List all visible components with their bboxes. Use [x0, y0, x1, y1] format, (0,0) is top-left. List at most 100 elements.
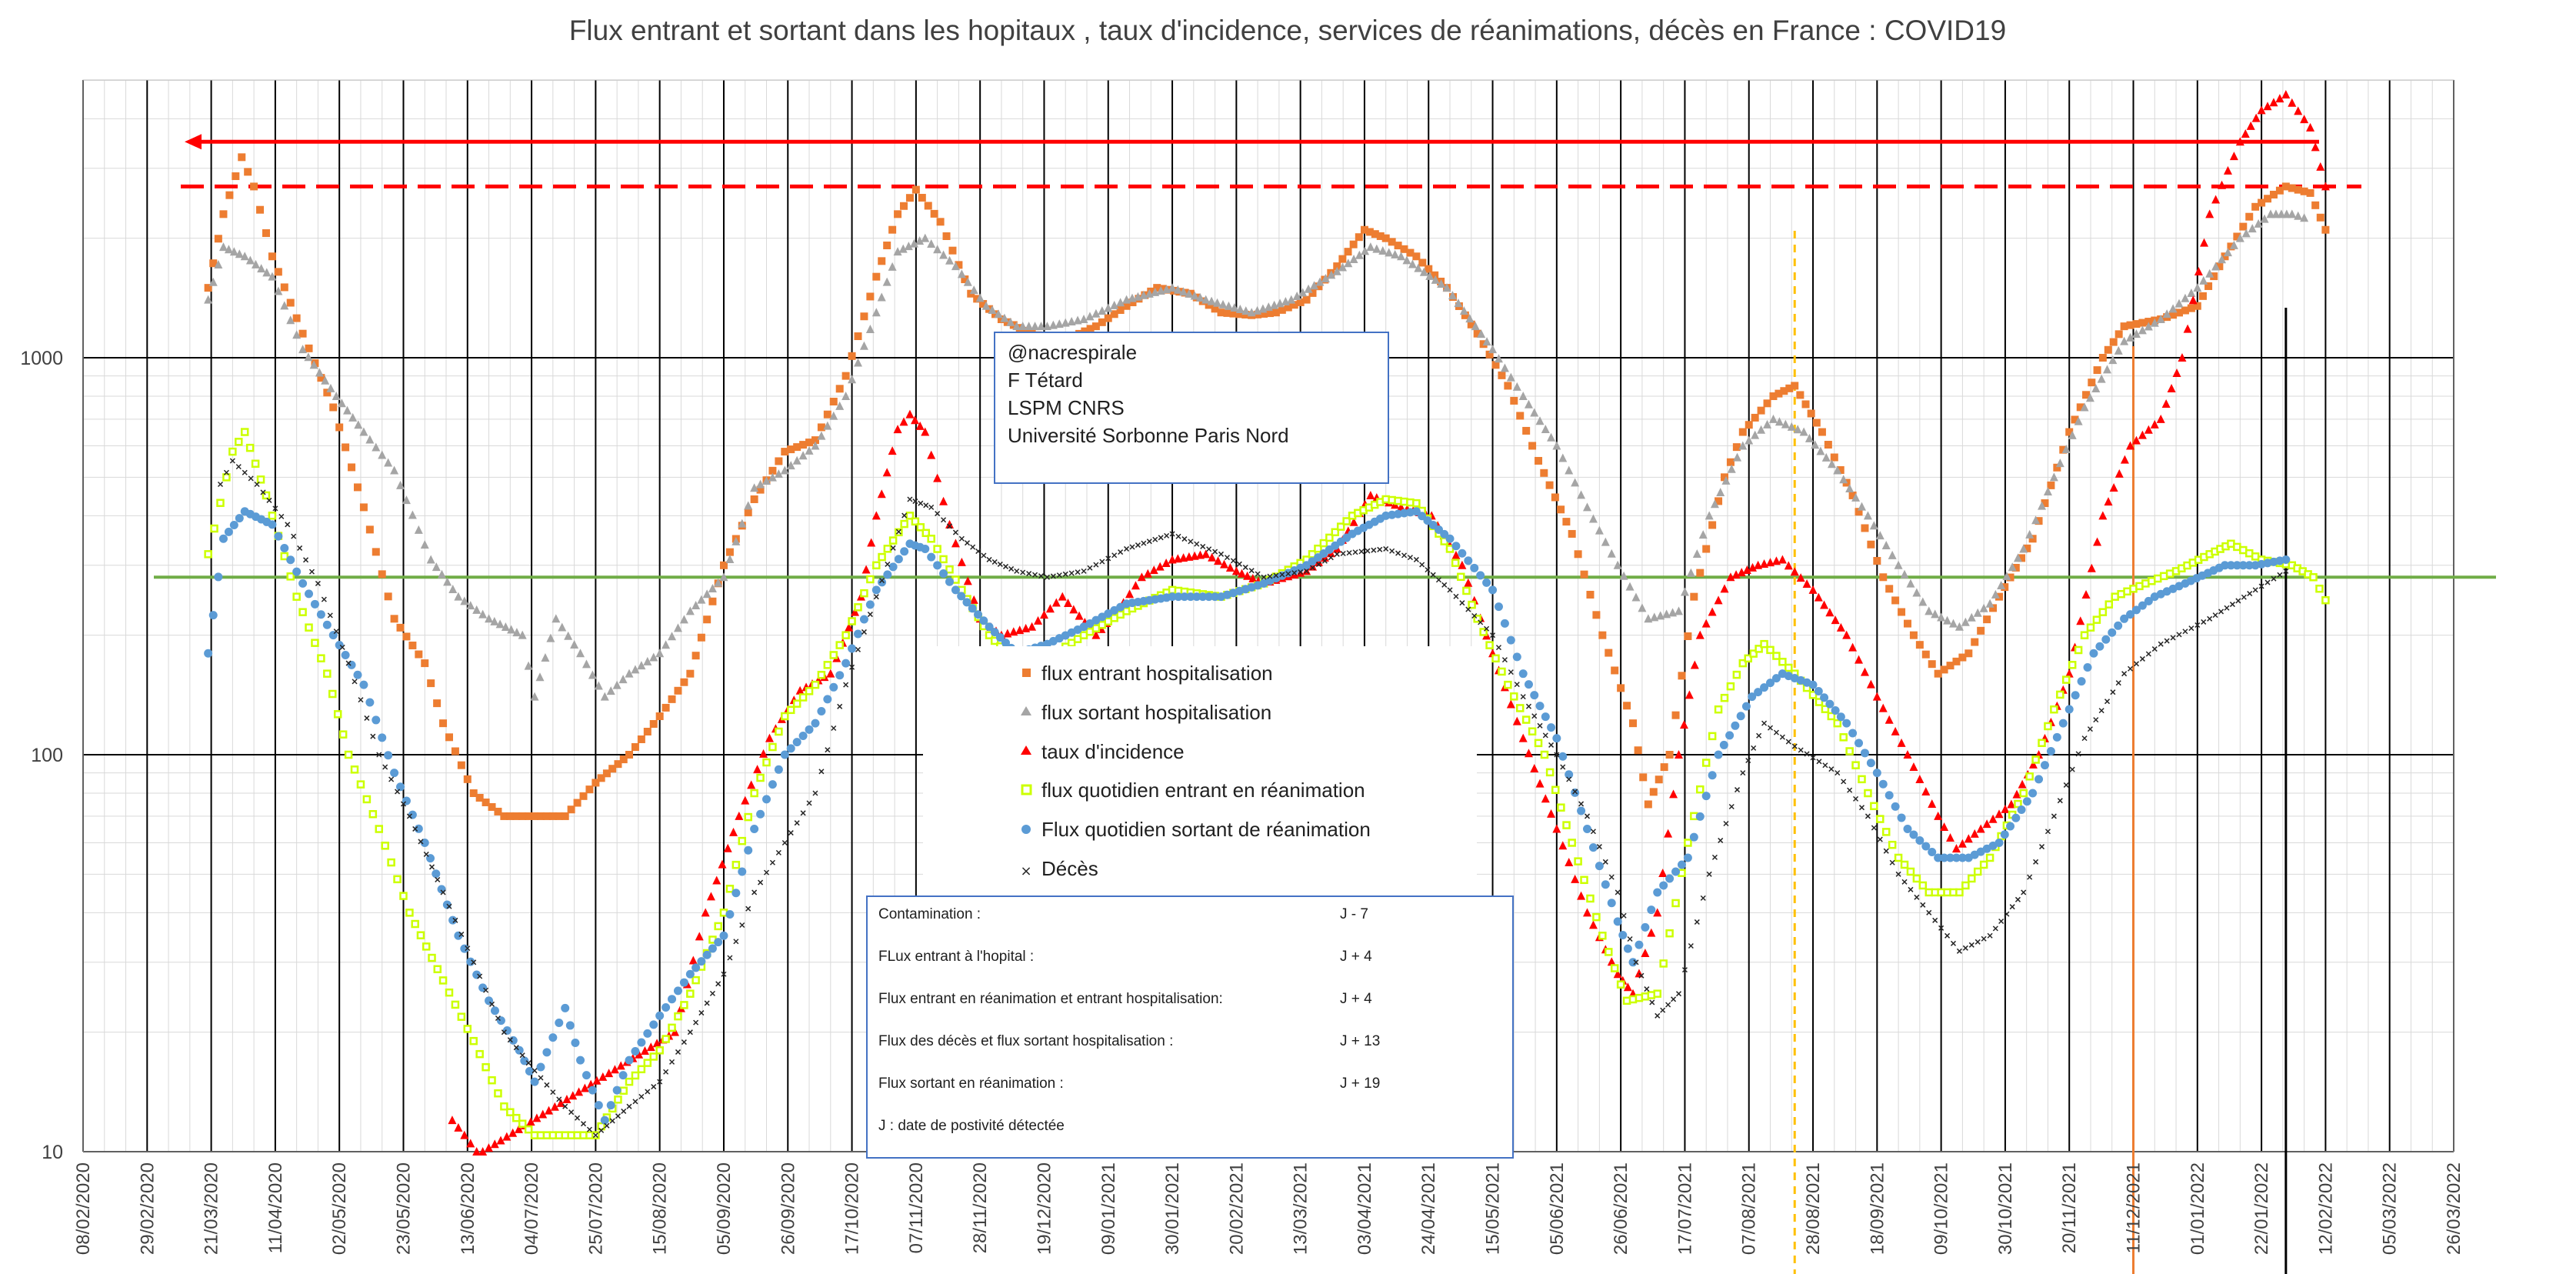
data-point [1877, 836, 1883, 842]
data-point [2083, 662, 2092, 672]
data-point [414, 525, 423, 534]
data-point [787, 445, 795, 454]
delay-label: Flux des décès et flux sortant hospitali… [878, 1033, 1173, 1049]
data-point [1062, 571, 1068, 577]
data-point [1956, 948, 1962, 954]
x-tick-label: 05/06/2021 [1547, 1162, 1568, 1255]
data-point [995, 633, 1005, 642]
x-tick-label: 25/07/2020 [585, 1162, 606, 1255]
data-point [1308, 562, 1318, 571]
data-point [1925, 606, 1934, 615]
x-tick-label: 24/04/2021 [1418, 1162, 1439, 1255]
data-point [248, 475, 254, 482]
data-point [1242, 564, 1248, 570]
data-point [1518, 669, 1528, 679]
data-point [781, 448, 789, 456]
data-point [1615, 889, 1621, 895]
data-point [2018, 779, 2027, 789]
data-point [1349, 240, 1358, 248]
data-point [576, 1056, 585, 1065]
data-point [242, 469, 248, 475]
data-point [744, 812, 752, 822]
data-point [1664, 829, 1673, 838]
data-point [1552, 734, 1561, 743]
data-point [488, 802, 496, 811]
data-point [1690, 660, 1699, 669]
series-group [217, 458, 2289, 1139]
data-point [933, 561, 942, 570]
data-point [2181, 293, 2190, 302]
data-point [1848, 491, 1857, 499]
data-point [1765, 558, 1775, 567]
data-point [579, 792, 588, 800]
data-point [384, 458, 393, 467]
data-point [1669, 789, 1678, 799]
data-point [646, 1042, 655, 1052]
data-point [811, 680, 820, 689]
data-point [625, 669, 634, 678]
data-point [719, 561, 728, 569]
data-point [2064, 669, 2074, 678]
data-point [448, 585, 458, 594]
data-point [1915, 836, 1925, 845]
data-point [1558, 752, 1568, 761]
data-point [1267, 573, 1273, 579]
data-point [951, 539, 960, 548]
data-point [2044, 829, 2051, 835]
data-point [561, 1003, 570, 1012]
data-point [912, 499, 918, 505]
data-point [1946, 853, 1955, 862]
data-point [328, 689, 337, 699]
data-point [1488, 345, 1498, 354]
data-point [585, 785, 594, 794]
data-point [1583, 908, 1592, 917]
data-point [1212, 549, 1218, 555]
data-point [738, 519, 747, 528]
data-point [1718, 837, 1724, 843]
data-point [1875, 531, 1885, 540]
data-point [958, 535, 965, 542]
data-point [1694, 919, 1700, 925]
data-point [1894, 853, 1903, 862]
data-point [1653, 908, 1662, 917]
data-point [1820, 600, 1829, 609]
data-point [1659, 959, 1668, 968]
data-point [1440, 529, 1449, 539]
data-point [1391, 249, 1400, 258]
data-point [1521, 715, 1531, 724]
data-point [1498, 371, 1506, 379]
data-point [703, 615, 711, 624]
data-point [673, 623, 682, 632]
data-point [1720, 584, 1729, 593]
data-point [1961, 881, 1970, 890]
data-point [2193, 302, 2201, 310]
data-point [1476, 571, 1485, 580]
data-point [1805, 433, 1814, 442]
data-point [823, 421, 832, 430]
data-point [1458, 549, 1467, 558]
data-point [1401, 552, 1408, 559]
data-point [478, 1147, 488, 1156]
data-point [1079, 314, 1088, 323]
data-point [2221, 252, 2229, 261]
data-point [268, 272, 277, 281]
data-point [1535, 416, 1545, 425]
data-point [855, 646, 861, 652]
x-tick-label: 05/09/2020 [714, 1162, 735, 1255]
data-point [1638, 972, 1645, 979]
data-point [1332, 266, 1341, 275]
data-point [519, 1052, 525, 1059]
data-point [1325, 533, 1334, 542]
data-point [2071, 415, 2079, 424]
data-point [1855, 508, 1863, 516]
data-point [1558, 841, 1568, 850]
data-point [1708, 732, 1717, 741]
x-tick-label: 07/08/2021 [1739, 1162, 1760, 1255]
data-point [1701, 619, 1711, 628]
data-point [1122, 302, 1131, 310]
data-point [1554, 752, 1560, 758]
data-point [878, 257, 886, 265]
data-point [1230, 302, 1239, 312]
data-point [1541, 794, 1550, 803]
data-point [1180, 592, 1189, 602]
